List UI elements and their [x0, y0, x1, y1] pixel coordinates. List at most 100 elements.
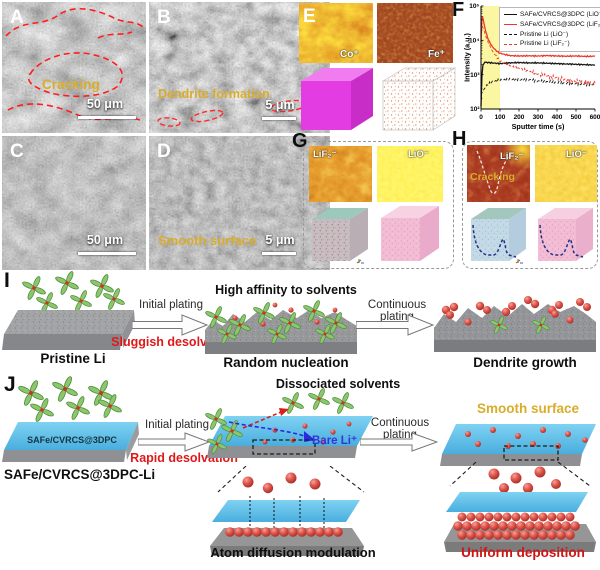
scaffold-slab	[2, 422, 139, 462]
svg-text:0: 0	[479, 114, 483, 121]
sputter-depth-profile-chart: 0 100 200 300 400 500 600 10² 10³ 10⁴ 10⁵ Sputter t…	[464, 3, 600, 131]
panel-g-lio-map	[377, 146, 443, 202]
panel-e-3d-cube-co	[301, 68, 373, 130]
legend-label: SAFe/CVRCS@3DPC (LiF₂⁻)	[520, 20, 600, 28]
bare-li-arrow	[228, 421, 308, 438]
initial-plating-label: Initial plating	[139, 299, 203, 311]
panel-f-label: F	[452, 0, 465, 21]
line-swatch-red-dashed	[504, 43, 517, 45]
panel-e-fe-label: Fe⁺	[428, 49, 445, 60]
svg-text:10²: 10²	[470, 106, 480, 113]
panel-a-sem-image	[2, 2, 146, 133]
smooth-plated-slab	[440, 424, 596, 466]
panel-g-lif2-label: LiF₂⁻	[313, 149, 337, 160]
xyz-axis-icon	[356, 259, 364, 264]
panel-b-scalebar-text: 5 μm	[265, 98, 295, 112]
panel-a-label: A	[10, 7, 24, 28]
panel-h-lif2-map	[467, 145, 530, 202]
legend-item: Pristine Li (LiO⁻)	[504, 30, 600, 40]
xyz-axis-icon	[515, 259, 523, 264]
atom-diffusion-exploded-view	[210, 466, 365, 556]
legend-item: SAFe/CVRCS@3DPC (LiF₂⁻)	[504, 20, 600, 30]
svg-text:200: 200	[514, 114, 525, 121]
zoom-region-box	[252, 439, 316, 455]
panel-c-label: C	[10, 141, 24, 162]
uniform-deposition-exploded-view	[444, 462, 596, 552]
panel-e-label: E	[303, 6, 316, 27]
diffusion-arrows	[249, 496, 325, 528]
continuous-plating-label: Continuous plating	[367, 299, 427, 323]
random-nucleation-caption: Random nucleation	[223, 355, 349, 370]
panel-c-scalebar-text: 50 μm	[86, 233, 124, 247]
zoom-region-box	[503, 445, 559, 461]
panel-b-scalebar	[262, 117, 296, 120]
panel-h-lio-label: LiO⁻	[566, 149, 587, 160]
line-swatch-black-solid	[504, 14, 517, 16]
legend-label: Pristine Li (LiO⁻)	[520, 30, 569, 38]
panel-h-label: H	[452, 128, 467, 150]
panel-d-scalebar-text: 5 μm	[265, 233, 295, 247]
svg-text:100: 100	[495, 114, 506, 121]
svg-text:300: 300	[533, 114, 544, 121]
continuous-plating-label: Continuous plating	[370, 417, 430, 441]
initial-plating-label: Initial plating	[145, 419, 209, 431]
svg-text:Sputter time (s): Sputter time (s)	[512, 122, 565, 131]
panel-b-annotation: Dendrite formation	[158, 87, 270, 101]
panel-h-border	[462, 141, 598, 269]
atom-diffusion-caption: Atom diffusion modulation	[210, 545, 376, 560]
li-atoms	[262, 421, 352, 445]
dendrite-clusters	[441, 296, 591, 326]
scaffold-li-caption: SAFe/CVRCS@3DPC-Li	[4, 467, 156, 482]
crack-profile-line	[539, 224, 584, 258]
random-nucleation-slab	[205, 300, 357, 354]
panel-i-label: I	[4, 269, 10, 292]
scaffold-slab-text: SAFe/CVRCS@3DPC	[27, 435, 117, 445]
panel-g-lio-label: LiO⁻	[408, 149, 429, 160]
bright-spot-overlay	[467, 145, 530, 202]
pristine-li-caption: Pristine Li	[40, 351, 106, 366]
scaffold-layer	[212, 500, 360, 522]
panel-a-annotation: Cracking	[42, 77, 100, 92]
process-arrow-icon	[132, 314, 208, 336]
svg-text:10³: 10³	[470, 72, 480, 79]
legend-label: SAFe/CVRCS@3DPC (LiO⁻)	[520, 11, 600, 18]
line-swatch-black-dashed	[504, 33, 517, 35]
dendrite-outline-annotation	[157, 99, 308, 127]
legend-item: Pristine Li (LiF₂⁻)	[504, 39, 600, 49]
dissociated-solvents-note: Dissociated solvents	[275, 377, 401, 391]
svg-text:400: 400	[552, 114, 563, 121]
panel-c-sem-image	[2, 136, 146, 270]
svg-text:10⁴: 10⁴	[469, 38, 479, 45]
deposited-atom-row	[225, 527, 343, 537]
panel-d-annotation: Smooth surface	[158, 233, 257, 248]
panel-h-lif2-label: LiF₂⁻	[500, 151, 524, 162]
panel-e-3d-cube-fe	[381, 67, 457, 131]
panel-d-label: D	[157, 141, 171, 162]
panel-b-label: B	[157, 7, 171, 28]
chart-legend: SAFe/CVRCS@3DPC (LiO⁻) SAFe/CVRCS@3DPC (…	[499, 7, 600, 52]
svg-text:10⁵: 10⁵	[469, 3, 479, 10]
crack-profile-line	[472, 224, 517, 258]
panel-h-3d-cube-lio	[538, 208, 593, 261]
svg-text:500: 500	[571, 114, 582, 121]
scaffold-layer	[446, 492, 588, 512]
panel-a-scalebar	[78, 116, 136, 119]
panel-e-fe-map	[377, 3, 453, 63]
panel-j-label: J	[4, 373, 16, 396]
panel-g-3d-cube-lio	[381, 206, 439, 261]
panel-e-co-map	[299, 3, 373, 63]
svg-text:600: 600	[590, 114, 600, 121]
bare-li-label: Bare Li⁺	[312, 435, 358, 447]
panel-g-3d-cube-lif2	[312, 208, 368, 264]
solvent-molecule-icon	[98, 394, 122, 418]
deposited-atom-rows	[453, 512, 580, 540]
li-atoms	[465, 427, 588, 449]
panel-h-annotation: Cracking	[470, 171, 515, 183]
smooth-surface-label: Smooth surface	[476, 401, 580, 416]
desolvation-arrow	[242, 411, 282, 429]
legend-label: Pristine Li (LiF₂⁻)	[520, 40, 570, 48]
uniform-deposition-caption: Uniform deposition	[461, 545, 585, 560]
svg-text:Intensity (a.u.): Intensity (a.u.)	[464, 33, 472, 82]
dendrite-growth-caption: Dendrite growth	[473, 355, 577, 370]
